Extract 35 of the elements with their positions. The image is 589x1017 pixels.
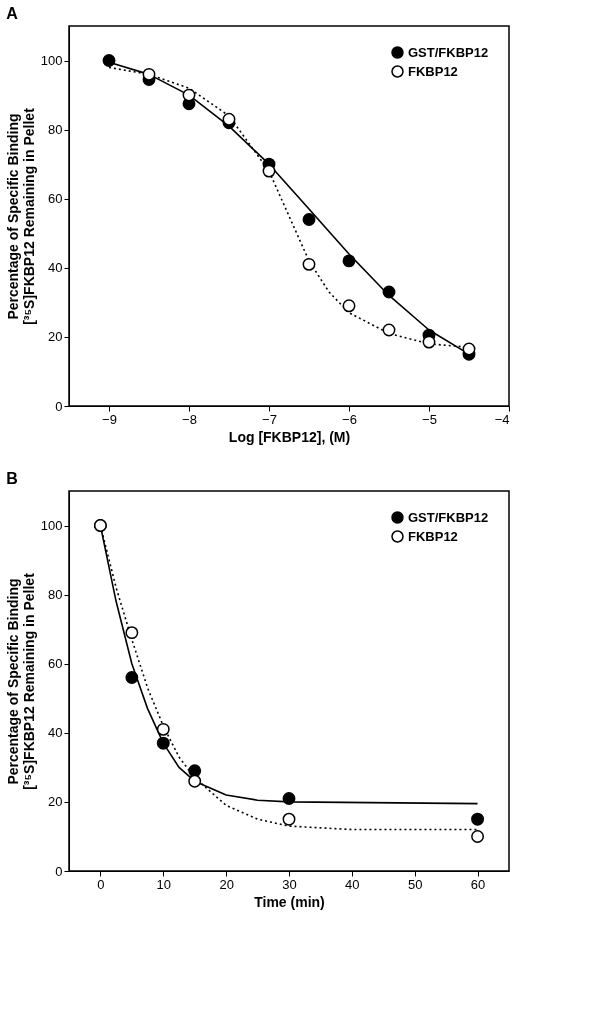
x-tick-label: −9 <box>102 411 117 427</box>
x-tick-label: 20 <box>219 876 234 892</box>
legend-label: GST/FKBP12 <box>408 44 489 60</box>
y-tick-label: 0 <box>55 398 63 414</box>
x-tick-label: 50 <box>407 876 423 892</box>
x-tick-label: 30 <box>282 876 297 892</box>
y-tick-label: 40 <box>48 725 63 741</box>
chart-title: B <box>6 470 18 487</box>
x-tick-label: 60 <box>470 876 486 892</box>
x-tick-label: −8 <box>182 411 197 427</box>
y-tick-label: 60 <box>48 656 63 672</box>
legend-label: GST/FKBP12 <box>408 509 489 525</box>
y-tick-label: 80 <box>48 122 63 138</box>
chart-title: A <box>6 5 19 22</box>
x-axis-title: Log [FKBP12], (M) <box>228 428 351 445</box>
y-tick-label: 20 <box>48 794 63 810</box>
legend-label: FKBP12 <box>408 528 458 544</box>
y-tick-label: 80 <box>48 587 63 603</box>
x-tick-label: 0 <box>97 876 105 892</box>
y-tick-label: 20 <box>48 329 63 345</box>
x-tick-label: −6 <box>342 411 357 427</box>
y-tick-label: 100 <box>40 53 63 69</box>
y-tick-label: 0 <box>55 863 63 879</box>
y-tick-label: 60 <box>48 191 63 207</box>
x-tick-label: −7 <box>262 411 277 427</box>
x-tick-label: 10 <box>156 876 172 892</box>
x-tick-label: −4 <box>494 411 510 427</box>
y-tick-label: 40 <box>48 260 63 276</box>
y-axis-title: Percentage of Specific Binding [³⁵S]FKBP12 Remaining in Pellet <box>4 107 37 325</box>
x-axis-title: Time (min) <box>254 893 325 910</box>
y-axis-title: Percentage of Specific Binding [³⁵S]FKBP12 Remaining in Pellet <box>4 572 37 790</box>
x-tick-label: −5 <box>422 411 437 427</box>
legend-label: FKBP12 <box>408 63 458 79</box>
y-tick-label: 100 <box>40 518 63 534</box>
x-tick-label: 40 <box>345 876 360 892</box>
